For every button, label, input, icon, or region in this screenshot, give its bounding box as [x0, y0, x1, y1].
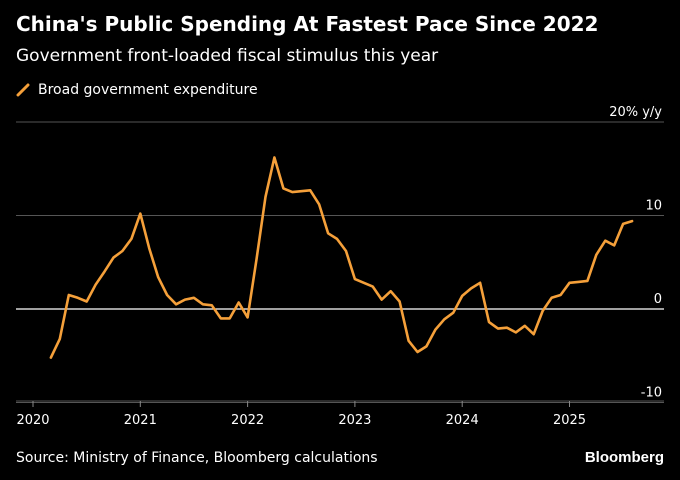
- x-tick-label: 2025: [553, 413, 586, 428]
- x-tick-label: 2024: [446, 413, 479, 428]
- x-tick-label: 2021: [124, 413, 157, 428]
- chart-legend: Broad government expenditure: [16, 82, 258, 98]
- y-tick-label: 0: [654, 292, 662, 307]
- x-tick-label: 2023: [338, 413, 371, 428]
- source-note: Source: Ministry of Finance, Bloomberg c…: [16, 450, 378, 466]
- chart-subtitle: Government front-loaded fiscal stimulus …: [16, 46, 439, 66]
- chart-title: China's Public Spending At Fastest Pace …: [16, 12, 599, 36]
- y-tick-label: 20% y/y: [609, 105, 662, 120]
- legend-label: Broad government expenditure: [38, 82, 258, 98]
- y-tick-label: -10: [641, 386, 662, 401]
- y-tick-label: 10: [645, 199, 662, 214]
- legend-swatch-icon: [16, 83, 30, 97]
- bloomberg-logo: Bloomberg: [584, 449, 664, 466]
- x-tick-label: 2022: [231, 413, 264, 428]
- x-tick-label: 2020: [16, 413, 49, 428]
- series-line-broad-government-expenditure: [49, 156, 634, 359]
